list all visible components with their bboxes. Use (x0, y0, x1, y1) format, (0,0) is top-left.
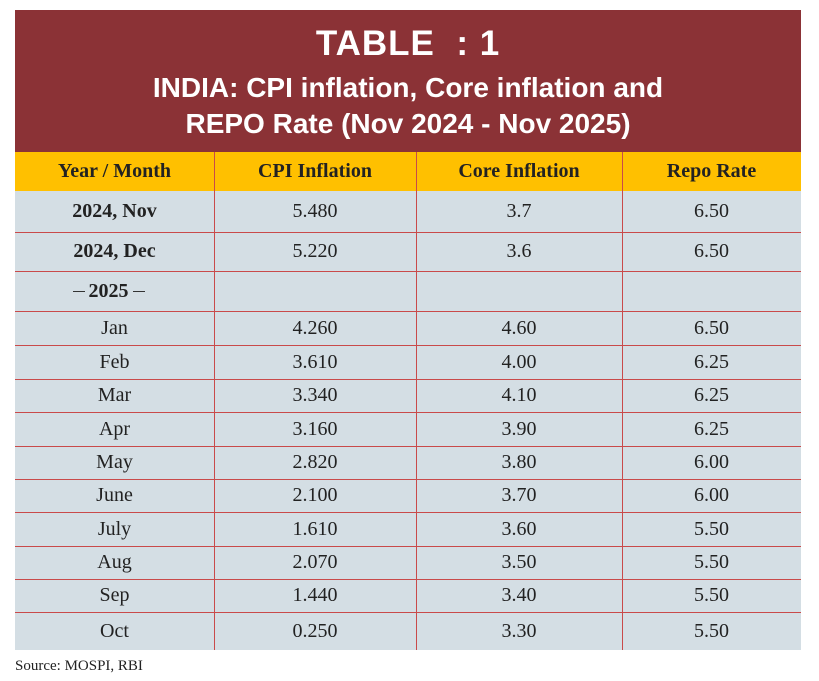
value-cell: 3.30 (501, 619, 537, 642)
row-divider (15, 345, 801, 346)
column-divider (622, 152, 623, 191)
column-divider (416, 191, 417, 650)
value-cell: 5.480 (292, 200, 338, 222)
row-label: June (96, 484, 133, 506)
section-text: 2025 (88, 279, 129, 302)
value-cell: 6.00 (694, 451, 729, 473)
value-cell: 3.40 (501, 584, 537, 606)
value-cell: 5.50 (694, 517, 729, 540)
value-cell: 3.70 (501, 484, 537, 506)
section-label: 2025 (15, 271, 214, 311)
row-divider (15, 232, 801, 233)
value-cell: 6.25 (694, 417, 729, 440)
row-label: Apr (98, 417, 131, 440)
row-label: Mar (97, 384, 132, 406)
value-cell: 3.610 (292, 350, 338, 373)
value-cell: 1.610 (292, 517, 338, 540)
dash (132, 290, 145, 292)
row-label: Feb (99, 350, 130, 373)
column-divider (214, 152, 215, 191)
value-cell: 6.50 (694, 200, 729, 222)
row-label: May (96, 451, 133, 473)
value-cell: 0.250 (292, 619, 338, 642)
title: TABLE : 1 (315, 24, 501, 63)
column-header: Year / Month (58, 160, 171, 182)
value-cell: 5.50 (694, 584, 729, 606)
value-cell: 4.60 (501, 316, 537, 339)
row-divider (15, 271, 801, 272)
row-divider (15, 579, 801, 580)
row-divider (15, 512, 801, 513)
value-cell: 6.25 (694, 384, 729, 406)
table-body: 2024, Nov 5.480 3.7 6.50 2024, Dec 5.220 3.6 6.… (15, 191, 801, 650)
row-divider (15, 479, 801, 480)
value-cell: 4.10 (501, 384, 537, 406)
column-divider (214, 191, 215, 650)
value-cell: 3.80 (501, 451, 537, 473)
value-cell: 6.50 (694, 240, 729, 262)
row-label: 2024, Nov (72, 200, 157, 222)
row-divider (15, 446, 801, 447)
column-header-row: Year / Month CPI Inflation Core Inflation R… (15, 152, 801, 191)
value-cell: 2.100 (292, 484, 338, 506)
subtitle: REPO Rate (Nov 2024 - Nov 2025) (185, 108, 631, 139)
row-label: Oct (100, 619, 129, 642)
table-header: TABLE : 1 INDIA: CPI inflation, Core inf… (15, 10, 801, 152)
value-cell: 3.90 (501, 417, 537, 440)
row-divider (15, 311, 801, 312)
value-cell: 5.50 (694, 619, 729, 642)
value-cell: 3.7 (506, 200, 532, 222)
column-divider (416, 152, 417, 191)
row-label: Jan (101, 316, 128, 339)
value-cell: 3.340 (292, 384, 338, 406)
row-divider (15, 379, 801, 380)
column-header: Repo Rate (666, 160, 757, 182)
value-cell: 2.070 (292, 551, 338, 573)
row-label: July (97, 517, 132, 540)
value-cell: 3.50 (501, 551, 537, 573)
value-cell: 3.6 (506, 240, 532, 262)
row-label: 2024, Dec (73, 240, 156, 262)
value-cell: 4.260 (292, 316, 338, 339)
subtitle: INDIA: CPI inflation, Core inflation and (152, 72, 664, 103)
column-header: Core Inflation (458, 160, 580, 182)
row-divider (15, 612, 801, 613)
row-label: Aug (97, 551, 132, 573)
row-divider (15, 412, 801, 413)
value-cell: 5.50 (694, 551, 729, 573)
value-cell: 6.25 (694, 350, 729, 373)
source: Source: MOSPI, RBI (15, 658, 143, 674)
value-cell: 3.60 (501, 517, 537, 540)
row-label: Sep (99, 584, 130, 606)
dash (72, 290, 85, 292)
column-divider (622, 191, 623, 650)
value-cell: 6.00 (694, 484, 729, 506)
row-divider (15, 546, 801, 547)
value-cell: 5.220 (292, 240, 338, 262)
value-cell: 2.820 (292, 451, 338, 473)
value-cell: 6.50 (694, 316, 729, 339)
value-cell: 4.00 (501, 350, 537, 373)
column-header: CPI Inflation (258, 160, 372, 182)
value-cell: 1.440 (292, 584, 338, 606)
value-cell: 3.160 (292, 417, 338, 440)
